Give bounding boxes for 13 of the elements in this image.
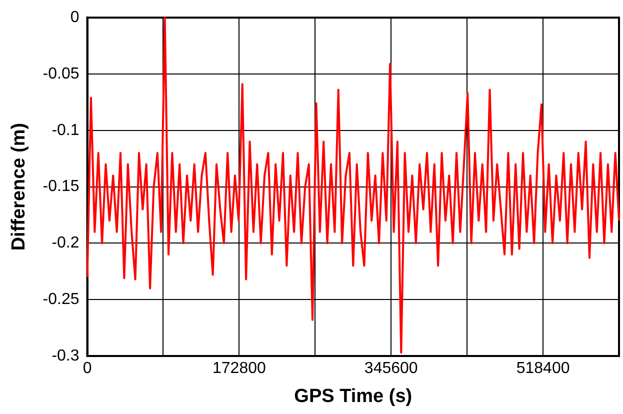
y-tick-label: -0.25 <box>42 291 80 308</box>
y-tick-label: -0.05 <box>42 65 80 82</box>
x-tick-label: 345600 <box>364 360 418 378</box>
y-tick-label: -0.1 <box>52 122 80 139</box>
x-tick-label: 172800 <box>212 360 266 378</box>
y-tick-label: -0.2 <box>52 234 80 252</box>
y-axis-title: Difference (m) <box>8 122 30 251</box>
y-tick-label: -0.3 <box>52 347 80 364</box>
y-tick-label: 0 <box>70 9 80 26</box>
x-axis-title: GPS Time (s) <box>294 386 412 407</box>
y-tick-label: -0.15 <box>42 178 80 196</box>
x-tick-label: 0 <box>82 360 92 378</box>
x-tick-label: 518400 <box>516 360 570 378</box>
